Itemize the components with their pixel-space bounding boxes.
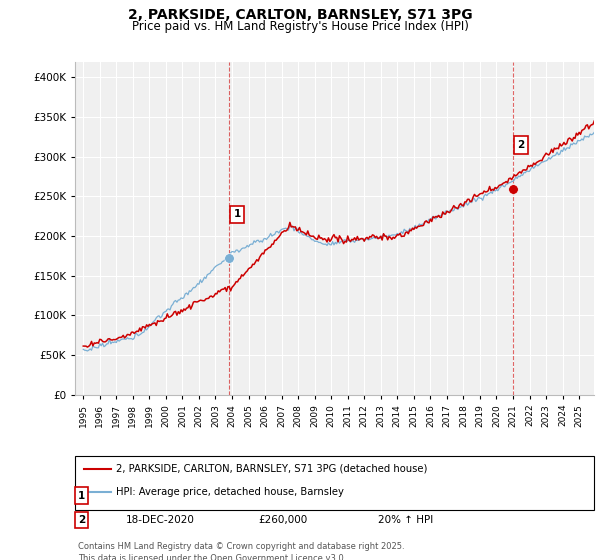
Text: Contains HM Land Registry data © Crown copyright and database right 2025.
This d: Contains HM Land Registry data © Crown c…: [78, 542, 404, 560]
Text: HPI: Average price, detached house, Barnsley: HPI: Average price, detached house, Barn…: [116, 487, 344, 497]
Text: £260,000: £260,000: [258, 515, 307, 525]
Text: Price paid vs. HM Land Registry's House Price Index (HPI): Price paid vs. HM Land Registry's House …: [131, 20, 469, 32]
Text: 2: 2: [78, 515, 85, 525]
Text: 17-OCT-2003: 17-OCT-2003: [126, 491, 194, 501]
Text: 2, PARKSIDE, CARLTON, BARNSLEY, S71 3PG (detached house): 2, PARKSIDE, CARLTON, BARNSLEY, S71 3PG …: [116, 464, 427, 474]
Text: 1: 1: [233, 209, 241, 220]
Text: £134,995: £134,995: [258, 491, 308, 501]
Text: 20% ↑ HPI: 20% ↑ HPI: [378, 515, 433, 525]
Text: 2: 2: [517, 140, 524, 150]
Text: 2, PARKSIDE, CARLTON, BARNSLEY, S71 3PG: 2, PARKSIDE, CARLTON, BARNSLEY, S71 3PG: [128, 8, 472, 22]
Text: 18% ↑ HPI: 18% ↑ HPI: [378, 491, 433, 501]
Text: 1: 1: [78, 491, 85, 501]
Text: 18-DEC-2020: 18-DEC-2020: [126, 515, 195, 525]
